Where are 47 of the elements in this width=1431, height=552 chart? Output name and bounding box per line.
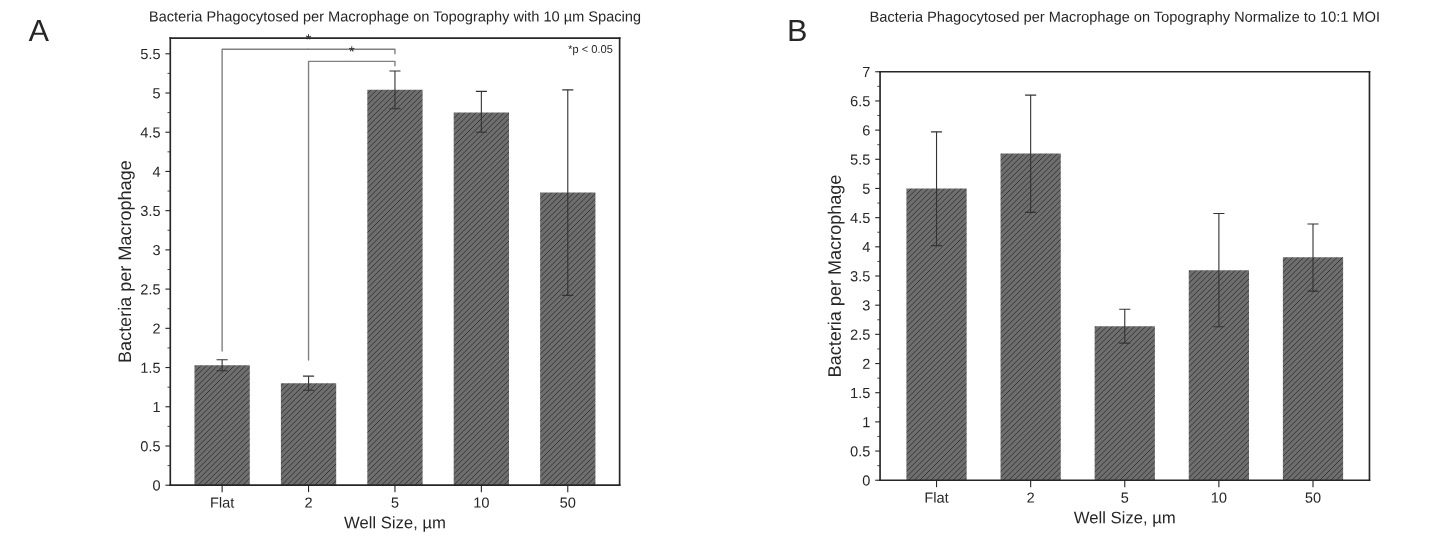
annotation: *	[349, 46, 355, 52]
y-tick-label: 1	[153, 402, 160, 413]
x-tick-label: 2	[1027, 492, 1034, 503]
y-tick-label: 2.5	[141, 284, 160, 295]
y-axis-title: Bacteria per Macrophage	[827, 175, 845, 376]
y-tick-label: 2	[862, 358, 870, 369]
y-tick-label: 0.5	[140, 441, 160, 452]
x-tick-label: 10	[1211, 492, 1227, 503]
chart-title: Bacteria Phagocytosed per Macrophage on Topography Normalize to 10:1 MOI	[870, 11, 1379, 25]
y-tick-label: 5.5	[850, 154, 870, 165]
y-tick-label: 4.5	[140, 127, 160, 138]
y-tick-label: 2.5	[850, 329, 870, 340]
y-tick-label: 3	[862, 300, 870, 311]
annotation: *p < 0.05	[568, 45, 613, 56]
y-tick-label: 1.5	[141, 362, 160, 373]
x-tick-label: 50	[560, 497, 576, 508]
y-tick-label: 6	[862, 125, 870, 136]
y-tick-label: 0	[862, 475, 870, 486]
y-tick-label: 5.5	[140, 49, 160, 60]
x-tick-label: 5	[1121, 492, 1129, 503]
y-axis-title: Bacteria per Macrophage	[117, 161, 135, 362]
y-tick-label: 5	[153, 88, 160, 99]
y-tick-label: 3.5	[140, 205, 160, 217]
y-tick-label: 6.5	[850, 96, 870, 107]
x-tick-label: 5	[391, 497, 399, 508]
y-tick-label: 4	[152, 166, 161, 177]
x-tick-label: 50	[1305, 492, 1321, 503]
x-tick-label: Flat	[925, 492, 949, 503]
y-tick-label: 0	[153, 480, 160, 491]
y-tick-label: 4.5	[850, 212, 870, 224]
x-axis-title: Well Size, µm	[1073, 511, 1175, 527]
text: B	[789, 20, 806, 42]
chart-title: Bacteria Phagocytosed per Macrophage on Topography with 10 µm Spacing	[150, 10, 641, 25]
y-tick-label: 3.5	[850, 271, 870, 282]
y-tick-label: 1	[863, 417, 870, 428]
x-tick-label: Flat	[211, 497, 235, 508]
y-tick-label: 4	[862, 242, 870, 253]
y-tick-label: 3	[153, 244, 160, 256]
x-axis-title: Well Size, µm	[344, 516, 445, 532]
y-tick-label: 1.5	[851, 387, 870, 399]
text: A	[28, 20, 49, 42]
y-tick-label: 0.5	[850, 446, 870, 457]
y-tick-label: 7	[862, 67, 870, 78]
y-tick-label: 5	[862, 183, 870, 194]
x-tick-label: 2	[305, 497, 312, 508]
y-tick-label: 2	[153, 323, 160, 334]
x-tick-label: 10	[474, 497, 489, 508]
